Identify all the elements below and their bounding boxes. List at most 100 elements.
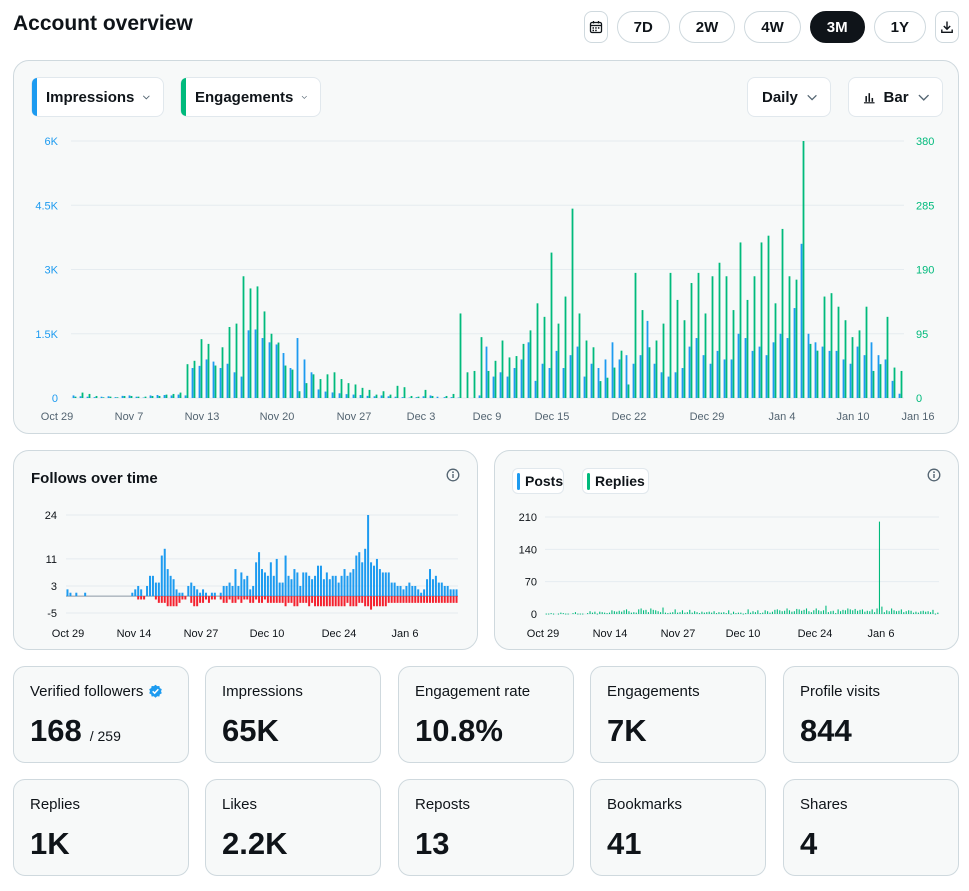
chart-type-dropdown[interactable]: Bar xyxy=(848,77,943,117)
follows-gain-bar xyxy=(411,585,414,597)
replies-bar xyxy=(560,612,562,614)
follows-loss-bar xyxy=(269,596,272,603)
replies-bar xyxy=(740,612,742,614)
follows-loss-bar xyxy=(154,596,157,600)
replies-bar xyxy=(898,610,900,614)
bookmarks-value: 41 xyxy=(607,826,642,861)
replies-bar xyxy=(633,612,635,614)
reposts-card[interactable]: Reposts 13 xyxy=(398,779,574,876)
engagements-bar xyxy=(361,387,364,398)
follows-gain-bar xyxy=(154,582,157,597)
engagements-bar xyxy=(585,340,588,398)
impressions-bar xyxy=(527,342,530,398)
metric1-dropdown[interactable]: Impressions xyxy=(31,77,164,117)
follows-loss-bar xyxy=(373,596,375,607)
impressions-bar xyxy=(275,344,278,398)
replies-bar xyxy=(589,611,591,614)
replies-bar xyxy=(886,610,888,614)
range-2w-button[interactable]: 2W xyxy=(678,11,736,43)
follows-loss-bar xyxy=(443,596,446,603)
range-3m-button[interactable]: 3M xyxy=(809,11,865,43)
follows-gain-bar xyxy=(331,575,334,597)
engagements-bar xyxy=(669,272,672,398)
profile-visits-card[interactable]: Profile visits 844 xyxy=(783,666,959,763)
replies-bar xyxy=(830,611,832,614)
engagements-bar xyxy=(109,396,112,398)
impressions-bar xyxy=(667,376,670,398)
impressions-bar xyxy=(590,363,593,398)
replies-bar xyxy=(881,606,883,614)
follows-gain-bar xyxy=(299,585,302,597)
shares-card[interactable]: Shares 4 xyxy=(783,779,959,876)
replies-bar xyxy=(618,610,620,614)
follows-gain-bar xyxy=(340,575,343,597)
follows-loss-bar xyxy=(364,596,367,607)
likes-card[interactable]: Likes 2.2K xyxy=(205,779,381,876)
impressions-bar xyxy=(842,359,845,398)
metric2-dropdown[interactable]: Engagements xyxy=(180,77,321,117)
range-4w-button[interactable]: 4W xyxy=(744,11,801,43)
replies-bar xyxy=(599,611,601,614)
replies-bar xyxy=(893,610,895,614)
follows-gain-bar xyxy=(202,589,205,597)
impressions-bar xyxy=(254,329,257,398)
impressions-bar xyxy=(317,389,320,398)
chevron-down-icon xyxy=(143,95,151,100)
engagements-bar xyxy=(214,365,217,398)
engagements-card[interactable]: Engagements 7K xyxy=(590,666,766,763)
follows-gain-bar xyxy=(255,562,258,597)
replies-bar xyxy=(796,608,798,614)
engagements-bar xyxy=(417,396,420,398)
follows-gain-bar xyxy=(166,569,169,597)
info-icon[interactable] xyxy=(927,468,941,482)
follows-loss-bar xyxy=(302,596,305,603)
replies-bar xyxy=(652,609,654,614)
follows-loss-bar xyxy=(287,596,290,603)
impressions-bar xyxy=(569,355,572,398)
follows-gain-bar xyxy=(440,582,443,597)
replies-bar xyxy=(779,610,781,614)
replies-bar xyxy=(660,612,662,614)
granularity-dropdown[interactable]: Daily xyxy=(747,77,831,117)
legend-replies[interactable]: Replies xyxy=(582,468,649,494)
follows-loss-bar xyxy=(420,596,423,603)
engagements-bar xyxy=(319,379,322,398)
replies-card[interactable]: Replies 1K xyxy=(13,779,189,876)
impressions-card[interactable]: Impressions 65K xyxy=(205,666,381,763)
verified-followers-card[interactable]: Verified followers 168 / 259 xyxy=(13,666,189,763)
verified-followers-value: 168 xyxy=(30,713,82,748)
engagements-bar xyxy=(592,347,595,398)
left-axis-tick: 6K xyxy=(45,136,59,148)
legend-posts[interactable]: Posts xyxy=(512,468,564,494)
follows-gain-bar xyxy=(149,575,151,597)
replies-bar xyxy=(922,610,924,614)
follows-loss-bar xyxy=(308,596,311,607)
follows-loss-bar xyxy=(193,596,196,607)
legend-replies-label: Replies xyxy=(595,473,645,489)
impressions-bar xyxy=(863,355,866,398)
engagements-bar xyxy=(375,394,378,398)
engagements-bar xyxy=(886,316,889,398)
replies-bar xyxy=(606,613,608,615)
range-1y-button[interactable]: 1Y xyxy=(873,11,926,43)
impressions-bar xyxy=(674,372,677,398)
engagements-bar xyxy=(823,296,826,398)
follows-gain-bar xyxy=(258,552,261,597)
follows-loss-bar xyxy=(328,596,331,607)
replies-bar xyxy=(798,609,800,614)
range-7d-button[interactable]: 7D xyxy=(616,11,670,43)
bookmarks-card[interactable]: Bookmarks 41 xyxy=(590,779,766,876)
engagements-bar xyxy=(571,208,574,398)
download-button[interactable] xyxy=(935,11,959,43)
info-icon[interactable] xyxy=(446,468,460,482)
replies-bar xyxy=(713,611,715,614)
engagement-rate-card[interactable]: Engagement rate 10.8% xyxy=(398,666,574,763)
impressions-bar xyxy=(639,355,642,398)
calendar-button[interactable] xyxy=(583,11,608,43)
shares-value: 4 xyxy=(800,826,818,861)
engagements-bar xyxy=(130,395,133,398)
replies-bar xyxy=(735,613,737,615)
engagements-bar xyxy=(683,320,686,398)
replies-bar xyxy=(647,612,649,614)
follows-gain-bar xyxy=(193,585,196,597)
